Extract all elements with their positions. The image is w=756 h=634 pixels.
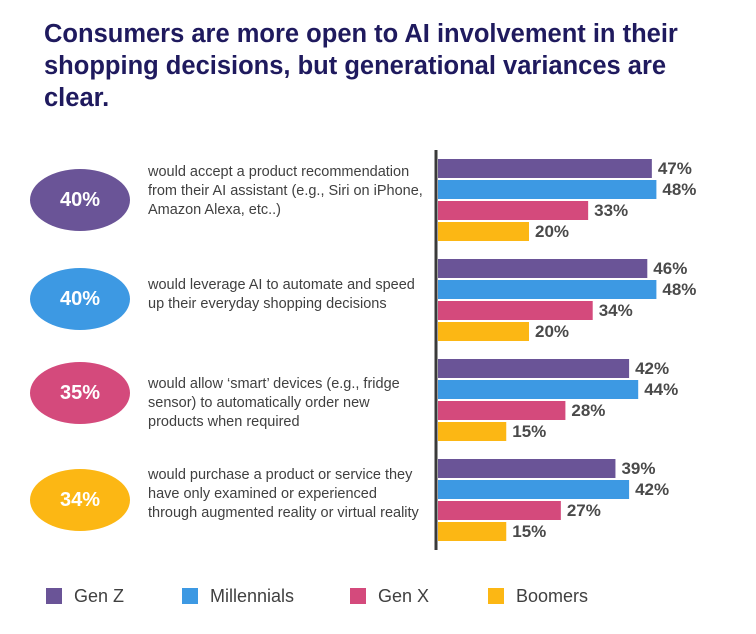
bar-gen-x-1 [438, 201, 589, 220]
data-label-gen-z-4: 39% [621, 459, 655, 478]
bar-millennials-4 [438, 480, 630, 499]
bar-gen-x-2 [438, 301, 593, 320]
bar-millennials-1 [438, 180, 657, 199]
bar-gen-z-4 [438, 459, 616, 478]
legend-label-boomers: Boomers [516, 585, 589, 606]
bar-gen-z-2 [438, 259, 648, 278]
legend-swatch-boomers [488, 588, 504, 604]
legend-swatch-millennials [182, 588, 198, 604]
data-label-boomers-3: 15% [512, 422, 546, 441]
data-label-gen-z-2: 46% [653, 259, 687, 278]
data-label-gen-x-3: 28% [571, 401, 605, 420]
bar-boomers-3 [438, 422, 507, 441]
data-label-boomers-4: 15% [512, 522, 546, 541]
legend-label-gen-x: Gen X [378, 585, 430, 606]
data-label-boomers-1: 20% [535, 222, 569, 241]
data-label-millennials-3: 44% [644, 380, 678, 399]
bar-boomers-2 [438, 322, 529, 341]
data-label-gen-x-4: 27% [567, 501, 601, 520]
data-label-millennials-2: 48% [662, 280, 696, 299]
bar-boomers-1 [438, 222, 529, 241]
data-label-millennials-4: 42% [635, 480, 669, 499]
data-label-gen-x-2: 34% [599, 301, 633, 320]
stat-description-3: would allow ‘smart’ devices (e.g., fridg… [148, 376, 400, 430]
data-label-boomers-2: 20% [535, 322, 569, 341]
bar-millennials-2 [438, 280, 657, 299]
stat-description-1: would accept a product recommendation fr… [148, 164, 423, 218]
data-label-gen-z-3: 42% [635, 359, 669, 378]
stat-description-4: would purchase a product or service they… [148, 467, 419, 521]
bar-gen-z-1 [438, 159, 652, 178]
legend-label-millennials: Millennials [210, 585, 295, 606]
stat-description-2: would leverage AI to automate and speed … [148, 277, 415, 312]
legend-item-millennials: Millennials [182, 585, 294, 607]
data-label-millennials-1: 48% [662, 180, 696, 199]
legend-swatch-gen-x [350, 588, 366, 604]
bar-boomers-4 [438, 522, 507, 541]
data-label-gen-x-1: 33% [594, 201, 628, 220]
stat-ellipse-4: 34% [30, 469, 130, 531]
legend-item-gen-x: Gen X [350, 585, 429, 607]
legend-swatch-gen-z [46, 588, 62, 604]
stat-ellipse-1: 40% [30, 169, 130, 231]
bar-millennials-3 [438, 380, 639, 399]
data-label-gen-z-1: 47% [658, 159, 692, 178]
stat-ellipse-2: 40% [30, 268, 130, 330]
chart-title: Consumers are more open to AI involvemen… [44, 20, 678, 112]
legend-item-gen-z: Gen Z [46, 585, 124, 607]
legend-item-boomers: Boomers [488, 585, 588, 607]
bar-gen-z-3 [438, 359, 630, 378]
bar-gen-x-4 [438, 501, 561, 520]
bar-gen-x-3 [438, 401, 566, 420]
stat-ellipse-3: 35% [30, 362, 130, 424]
legend-label-gen-z: Gen Z [74, 585, 125, 606]
